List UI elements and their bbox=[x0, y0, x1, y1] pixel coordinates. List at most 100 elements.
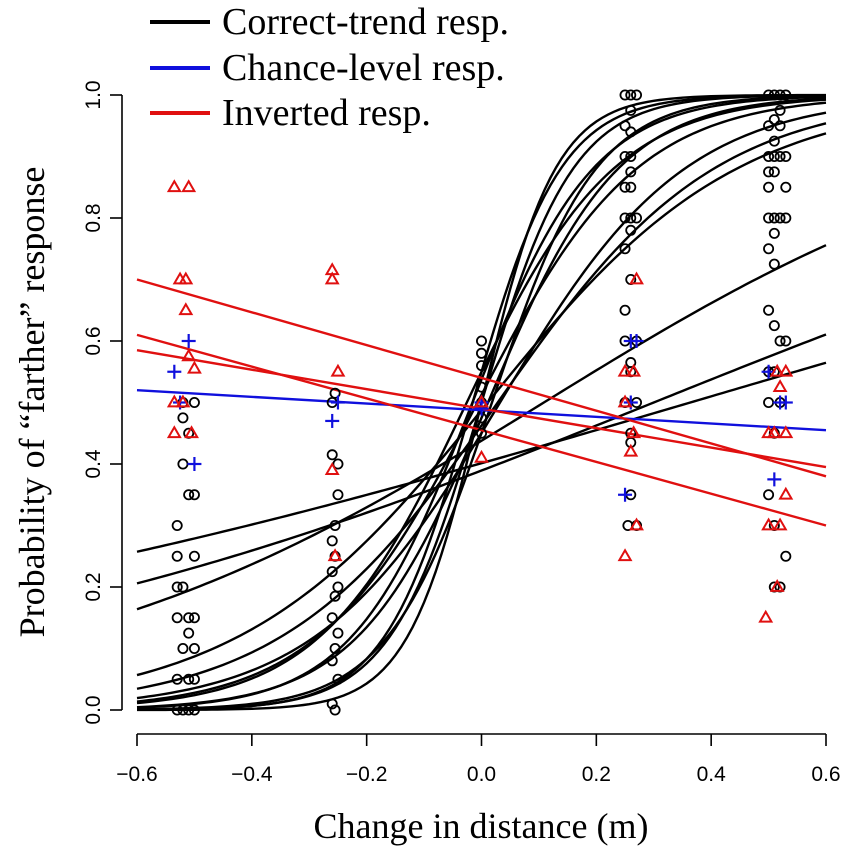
chance-level-point bbox=[767, 472, 782, 487]
correct-trend-point bbox=[326, 449, 338, 461]
correct-trend-point bbox=[768, 227, 780, 239]
correct-trend-point bbox=[774, 150, 786, 162]
x-tick-label: −0.4 bbox=[231, 763, 273, 786]
x-tick-label: 0.4 bbox=[697, 763, 727, 786]
correct-trend-point bbox=[619, 150, 631, 162]
correct-trend-point bbox=[763, 89, 775, 101]
y-tick-label: 0.6 bbox=[82, 326, 105, 355]
correct-trend-point bbox=[774, 89, 786, 101]
correct-trend-point bbox=[619, 212, 631, 224]
correct-trend-point bbox=[326, 535, 338, 547]
inverted-point bbox=[772, 379, 788, 393]
correct-trend-point bbox=[768, 89, 780, 101]
correct-trend-fit-curve bbox=[136, 98, 827, 705]
chance-level-point bbox=[618, 487, 633, 502]
correct-trend-point bbox=[774, 212, 786, 224]
data-points bbox=[166, 89, 794, 716]
inverted-point bbox=[324, 462, 340, 476]
inverted-point bbox=[761, 517, 777, 531]
correct-trend-point bbox=[329, 643, 341, 655]
correct-trend-point bbox=[768, 114, 780, 126]
correct-trend-point bbox=[332, 673, 344, 685]
inverted-point bbox=[166, 394, 182, 408]
chance-level-point bbox=[773, 395, 788, 410]
correct-trend-point bbox=[188, 396, 200, 408]
inverted-point bbox=[166, 179, 182, 193]
correct-trend-point bbox=[625, 126, 637, 138]
inverted-point bbox=[327, 548, 343, 562]
x-tick-label: −0.2 bbox=[346, 763, 387, 786]
inverted-point bbox=[178, 271, 194, 285]
inverted-point bbox=[769, 578, 785, 592]
x-tick-label: −0.6 bbox=[116, 763, 157, 786]
correct-trend-fit-curve bbox=[136, 361, 827, 553]
correct-trend-point bbox=[768, 166, 780, 178]
correct-trend-point bbox=[774, 104, 786, 116]
inverted-fit-line bbox=[136, 333, 827, 527]
correct-trend-fit-curve bbox=[136, 122, 827, 690]
inverted-fit-line bbox=[136, 278, 827, 478]
correct-trend-point bbox=[763, 304, 775, 316]
chance-level-point bbox=[629, 334, 644, 348]
x-tick-label: 0.2 bbox=[582, 763, 611, 786]
inverted-point bbox=[181, 179, 197, 193]
inverted-point bbox=[175, 394, 191, 408]
correct-trend-point bbox=[188, 643, 200, 655]
correct-trend-point bbox=[763, 120, 775, 132]
correct-trend-point bbox=[326, 655, 338, 667]
correct-trend-point bbox=[171, 520, 183, 532]
correct-trend-fit-curve bbox=[136, 111, 827, 700]
correct-trend-point bbox=[763, 181, 775, 193]
correct-trend-point bbox=[780, 89, 792, 101]
correct-trend-point bbox=[329, 387, 341, 399]
correct-trend-point bbox=[619, 120, 631, 132]
correct-trend-point bbox=[332, 489, 344, 501]
y-tick-label: 0.8 bbox=[82, 203, 105, 232]
correct-trend-point bbox=[763, 243, 775, 255]
inverted-point bbox=[186, 360, 202, 374]
y-tick-label: 1.0 bbox=[82, 80, 105, 109]
correct-trend-point bbox=[763, 489, 775, 501]
correct-trend-fit-curve bbox=[136, 244, 827, 611]
chance-level-point bbox=[167, 364, 182, 379]
correct-trend-point bbox=[183, 673, 195, 685]
inverted-point bbox=[629, 271, 644, 285]
correct-trend-point bbox=[177, 704, 189, 716]
correct-trend-point bbox=[332, 627, 344, 639]
correct-trend-point bbox=[475, 335, 487, 347]
correct-trend-point bbox=[774, 335, 786, 347]
correct-trend-point bbox=[625, 212, 637, 224]
chance-level-point bbox=[187, 457, 202, 471]
correct-trend-point bbox=[177, 581, 189, 593]
correct-trend-point bbox=[183, 627, 195, 639]
y-tick-label: 0.0 bbox=[82, 695, 105, 724]
correct-trend-point bbox=[171, 612, 183, 624]
correct-trend-point bbox=[768, 212, 780, 224]
inverted-point bbox=[166, 425, 182, 439]
inverted-point bbox=[629, 517, 644, 531]
inverted-point bbox=[181, 348, 197, 362]
correct-trend-fit-curve bbox=[136, 97, 827, 709]
inverted-point bbox=[626, 363, 642, 377]
correct-trend-point bbox=[177, 458, 189, 470]
legend-label-inverted: Inverted resp. bbox=[222, 92, 431, 134]
correct-trend-point bbox=[768, 320, 780, 332]
inverted-point bbox=[766, 425, 782, 439]
correct-trend-point bbox=[188, 673, 200, 685]
correct-trend-point bbox=[768, 135, 780, 147]
correct-trend-point bbox=[475, 360, 487, 372]
correct-trend-point bbox=[326, 698, 338, 710]
inverted-point bbox=[623, 443, 639, 457]
correct-trend-point bbox=[625, 89, 637, 101]
inverted-point bbox=[769, 363, 785, 377]
correct-trend-point bbox=[763, 396, 775, 408]
correct-trend-point bbox=[326, 566, 338, 578]
correct-trend-point bbox=[780, 335, 792, 347]
x-axis-title: Change in distance (m) bbox=[314, 806, 649, 846]
inverted-point bbox=[184, 425, 199, 439]
correct-trend-point bbox=[625, 104, 637, 116]
x-tick-label: 0.6 bbox=[811, 763, 840, 786]
y-tick-label: 0.4 bbox=[82, 449, 105, 479]
inverted-point bbox=[330, 363, 346, 377]
